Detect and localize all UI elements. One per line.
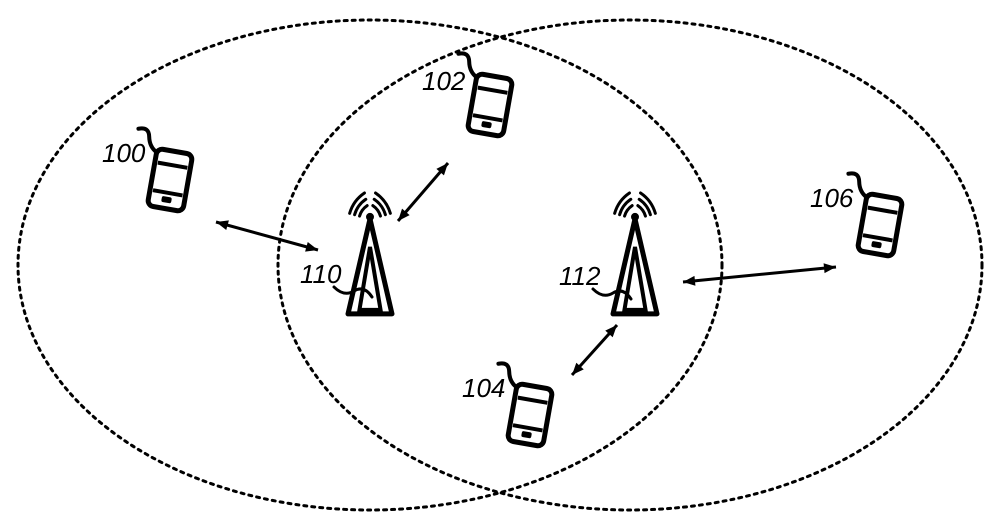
link-arrow bbox=[398, 163, 448, 221]
label-text: 112 bbox=[559, 261, 601, 291]
link-arrow bbox=[216, 220, 318, 251]
phone-label-100: 100 bbox=[102, 138, 146, 168]
label-text: 110 bbox=[300, 259, 342, 289]
label-text: 100 bbox=[102, 138, 146, 168]
label-text: 102 bbox=[422, 66, 466, 96]
label-text: 104 bbox=[462, 373, 505, 403]
phone-label-102: 102 bbox=[422, 66, 466, 96]
phone-label-106: 106 bbox=[810, 183, 854, 213]
link-arrow bbox=[683, 263, 836, 286]
label-text: 106 bbox=[810, 183, 854, 213]
phone-label-104: 104 bbox=[462, 373, 505, 403]
tower-112 bbox=[613, 193, 657, 314]
link-arrow bbox=[572, 325, 617, 375]
